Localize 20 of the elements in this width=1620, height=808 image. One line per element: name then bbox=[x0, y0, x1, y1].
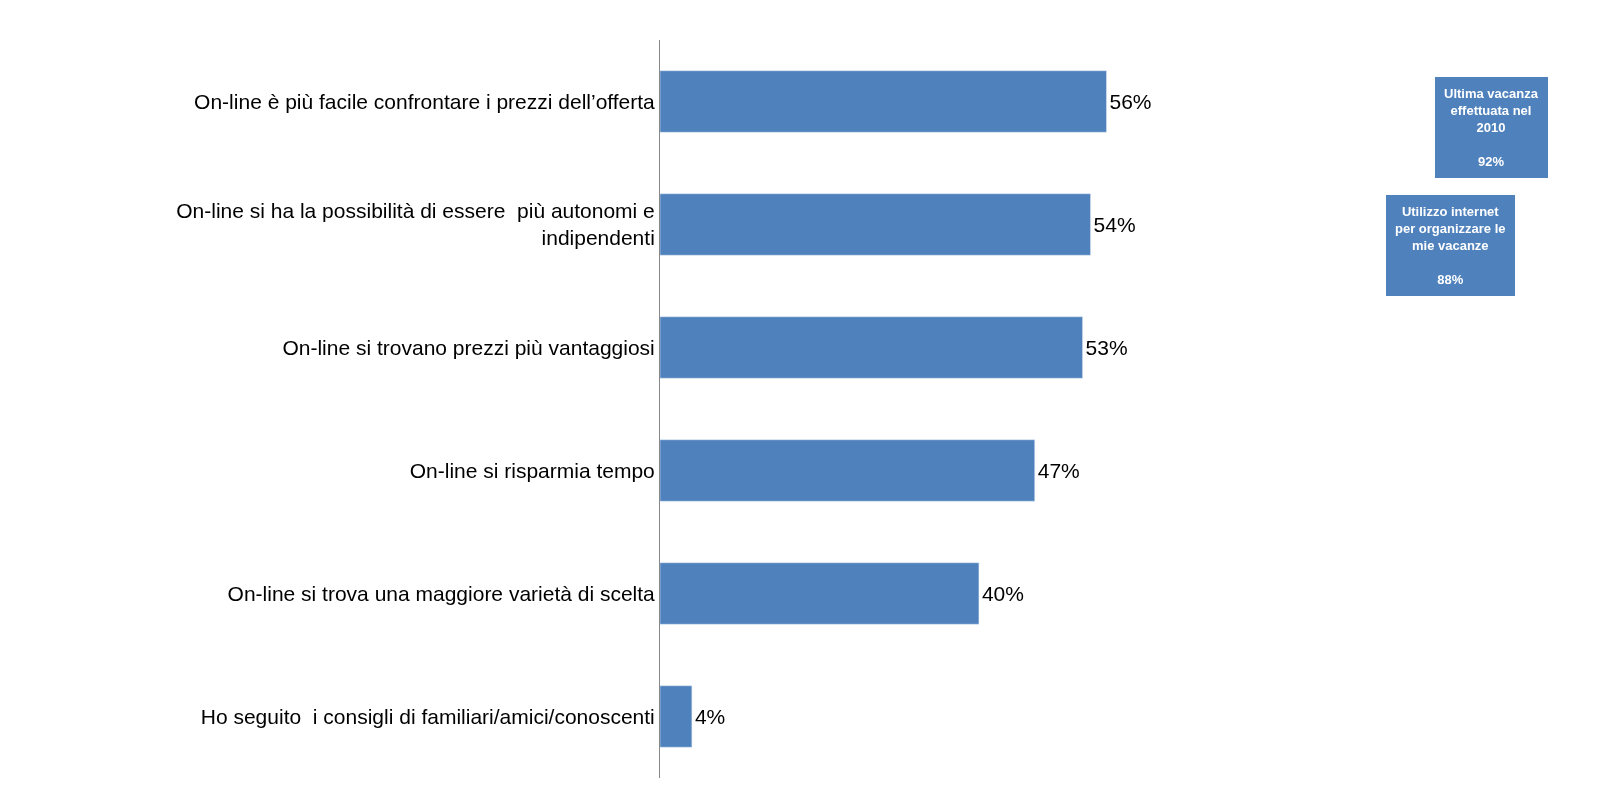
y-tick-label: On-line si ha la possibilità di essere più autonomi e indipendenti bbox=[176, 199, 655, 250]
data-label: 4% bbox=[694, 705, 726, 728]
y-tick-label: On-line si trovano prezzi più vantaggiosi bbox=[282, 335, 655, 359]
bar bbox=[660, 685, 693, 748]
data-label: 40% bbox=[981, 582, 1024, 605]
data-label: 47% bbox=[1037, 459, 1080, 482]
text: Ultima vacanza effettuata nel 2010 92% bbox=[1444, 86, 1538, 169]
text: Utilizzo internet per organizzare le mie vacanze 88% bbox=[1395, 204, 1506, 287]
data-label: 53% bbox=[1085, 336, 1128, 359]
data-label: 56% bbox=[1109, 90, 1152, 113]
y-tick-label: On-line si risparmia tempo bbox=[409, 458, 655, 482]
bar bbox=[660, 562, 980, 625]
data-label: 54% bbox=[1093, 213, 1136, 236]
bar bbox=[660, 439, 1035, 502]
bar bbox=[660, 193, 1091, 256]
bar bbox=[660, 316, 1083, 379]
y-tick-label: On-line è più facile confrontare i prezzi dell’offerta bbox=[194, 89, 656, 113]
bar bbox=[660, 70, 1107, 133]
y-tick-label: On-line si trova una maggiore varietà di scelta bbox=[227, 581, 656, 605]
y-tick-label: Ho seguito i consigli di familiari/amici/conoscenti bbox=[200, 704, 655, 728]
